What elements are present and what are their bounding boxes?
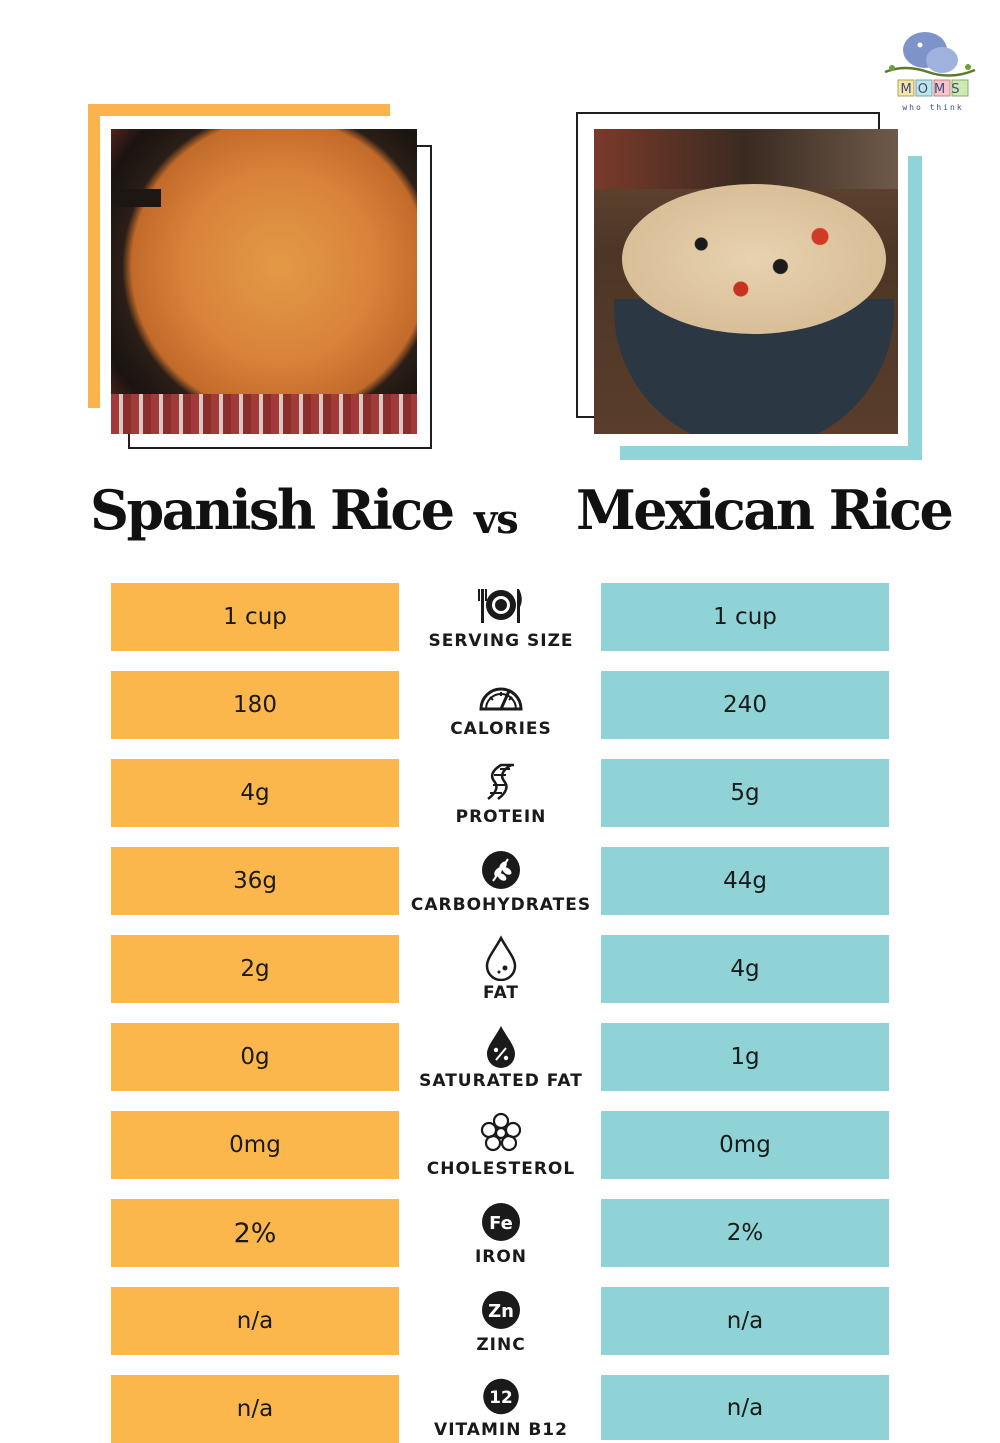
b12-badge-text: 12 bbox=[489, 1387, 512, 1407]
pan-handle bbox=[111, 189, 161, 207]
row-serving-size: SERVING SIZE bbox=[405, 583, 597, 663]
mexican-rice-protein: 5g bbox=[601, 759, 889, 827]
molecule-icon bbox=[480, 1112, 522, 1152]
saturated-fat-label: SATURATED FAT bbox=[419, 1071, 583, 1091]
fe-badge-icon: Fe bbox=[482, 1203, 520, 1241]
b12-badge-icon: 12 bbox=[483, 1378, 519, 1415]
fat-label: FAT bbox=[482, 983, 520, 1003]
background-dishes bbox=[594, 129, 898, 189]
mexican-rice-serving-size: 1 cup bbox=[601, 583, 889, 651]
spanish-rice-serving-size: 1 cup bbox=[111, 583, 399, 651]
mexican-rice-saturated-fat: 1g bbox=[601, 1023, 889, 1091]
mexican-rice-calories: 240 bbox=[601, 671, 889, 739]
dna-icon bbox=[487, 763, 514, 800]
tablecloth bbox=[111, 394, 417, 434]
cholesterol-label: CHOLESTEROL bbox=[426, 1159, 576, 1179]
row-calories: CALORIES bbox=[405, 671, 597, 751]
mexican-rice-vitamin-b12: n/a bbox=[601, 1375, 889, 1440]
gauge-icon bbox=[479, 687, 523, 711]
row-saturated-fat: SATURATED FAT bbox=[405, 1023, 597, 1103]
calories-label: CALORIES bbox=[450, 719, 552, 739]
protein-label: PROTEIN bbox=[455, 807, 547, 827]
logo-letters: MOMS bbox=[901, 82, 966, 97]
left-food-title: Spanish Rice bbox=[90, 478, 455, 542]
mexican-rice-carbohydrates: 44g bbox=[601, 847, 889, 915]
drop-percent-icon bbox=[487, 1026, 515, 1068]
mexican-rice-iron: 2% bbox=[601, 1199, 889, 1267]
zinc-label: ZINC bbox=[476, 1335, 526, 1355]
spanish-rice-zinc: n/a bbox=[111, 1287, 399, 1355]
mexican-rice-fat: 4g bbox=[601, 935, 889, 1003]
mexican-rice-cholesterol: 0mg bbox=[601, 1111, 889, 1179]
row-carbohydrates: CARBOHYDRATES bbox=[405, 847, 597, 927]
rice-with-beans bbox=[622, 184, 886, 334]
spanish-rice-carbohydrates: 36g bbox=[111, 847, 399, 915]
row-fat: FAT bbox=[405, 935, 597, 1015]
mexican-rice-photo bbox=[594, 129, 898, 434]
right-food-title: Mexican Rice bbox=[576, 478, 954, 542]
row-zinc: Zn ZINC bbox=[405, 1287, 597, 1367]
vs-label: vs bbox=[474, 496, 519, 543]
drop-icon bbox=[485, 935, 517, 981]
vitamin-b12-label: VITAMIN B12 bbox=[434, 1420, 568, 1440]
moms-who-think-logo: MOMS who think bbox=[880, 20, 980, 116]
spanish-rice-saturated-fat: 0g bbox=[111, 1023, 399, 1091]
spanish-rice-protein: 4g bbox=[111, 759, 399, 827]
spanish-rice-vitamin-b12: n/a bbox=[111, 1375, 399, 1443]
iron-label: IRON bbox=[474, 1247, 528, 1267]
mexican-rice-zinc: n/a bbox=[601, 1287, 889, 1355]
zn-badge-text: Zn bbox=[488, 1301, 514, 1322]
spanish-rice-iron: 2% bbox=[111, 1199, 399, 1267]
spanish-rice-cholesterol: 0mg bbox=[111, 1111, 399, 1179]
carbohydrates-label: CARBOHYDRATES bbox=[410, 895, 592, 915]
zn-badge-icon: Zn bbox=[482, 1291, 520, 1329]
row-iron: Fe IRON bbox=[405, 1199, 597, 1279]
row-protein: PROTEIN bbox=[405, 759, 597, 839]
plate-utensils-icon bbox=[478, 589, 522, 623]
serving-size-label: SERVING SIZE bbox=[428, 631, 574, 651]
spanish-rice-calories: 180 bbox=[111, 671, 399, 739]
wheat-icon bbox=[482, 851, 520, 889]
row-vitamin-b12: 12 VITAMIN B12 bbox=[405, 1375, 597, 1440]
spanish-rice-fat: 2g bbox=[111, 935, 399, 1003]
fe-badge-text: Fe bbox=[489, 1213, 513, 1234]
logo-tagline: who think bbox=[902, 103, 963, 112]
spanish-rice-photo bbox=[111, 129, 417, 434]
row-cholesterol: CHOLESTEROL bbox=[405, 1111, 597, 1191]
